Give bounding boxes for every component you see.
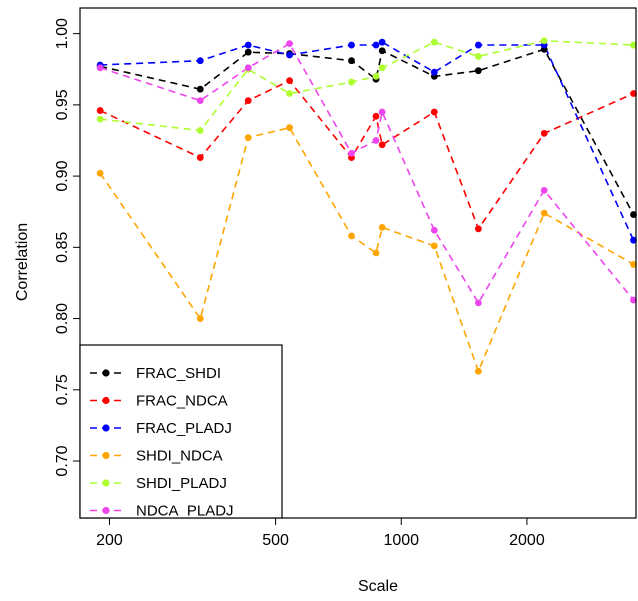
data-point [540, 209, 548, 217]
y-tick-label: 1.00 [54, 18, 71, 49]
legend-label: SHDI_NDCA [136, 448, 223, 465]
data-point [348, 78, 355, 86]
data-point [430, 108, 438, 116]
data-point [474, 41, 482, 49]
x-tick-label: 2000 [509, 532, 545, 549]
data-point [430, 68, 438, 76]
data-point [348, 149, 355, 157]
data-point [540, 37, 548, 45]
data-point [96, 169, 104, 177]
data-point [348, 57, 355, 65]
series-lines [99, 39, 635, 374]
data-point [630, 41, 637, 49]
legend-label: SHDI_PLADJ [136, 475, 227, 492]
y-tick-label: 0.90 [54, 160, 71, 191]
data-point [630, 261, 637, 268]
data-point [196, 315, 204, 322]
data-point [244, 41, 252, 49]
data-point [372, 137, 380, 144]
data-point [630, 296, 637, 304]
x-tick-label: 200 [96, 532, 123, 549]
data-point [630, 211, 637, 218]
data-point [196, 57, 204, 65]
data-point [196, 154, 204, 161]
x-tick-label: 1000 [383, 532, 419, 549]
data-point [348, 41, 355, 49]
data-point [244, 134, 252, 142]
data-point [244, 97, 252, 104]
data-point [474, 67, 482, 75]
x-tick-label: 500 [262, 532, 289, 549]
legend-label: FRAC_NDCA [136, 393, 228, 410]
data-point [196, 85, 204, 93]
data-point [286, 77, 293, 85]
data-point [474, 367, 482, 375]
series-line [99, 79, 634, 231]
data-point [430, 242, 438, 250]
data-point [430, 38, 438, 46]
data-point [286, 90, 293, 97]
data-point [540, 129, 548, 137]
x-axis: 200 500 1000 2000 [96, 518, 545, 549]
data-point [378, 223, 386, 231]
data-point [474, 225, 482, 233]
data-point [372, 112, 380, 120]
series-line [100, 39, 634, 132]
data-point [286, 124, 293, 132]
data-point [630, 236, 637, 244]
data-point [378, 47, 386, 55]
legend-marker [102, 396, 110, 405]
data-point [474, 53, 482, 60]
series-points [96, 37, 637, 375]
data-point [372, 249, 380, 257]
data-point [96, 64, 104, 72]
legend-marker [102, 479, 110, 487]
data-point [196, 127, 204, 134]
data-point [196, 97, 204, 104]
data-point [378, 38, 386, 46]
data-point [348, 232, 355, 240]
legend-label: FRAC_SHDI [136, 365, 221, 382]
y-axis-title: Correlation [14, 223, 31, 301]
y-tick-label: 0.75 [54, 374, 71, 405]
legend-marker [102, 369, 110, 377]
series-line [100, 48, 635, 215]
data-point [378, 108, 386, 116]
x-axis-title: Scale [358, 578, 398, 595]
data-point [244, 48, 252, 56]
legend-label: FRAC_PLADJ [136, 420, 232, 437]
legend: FRAC_SHDI FRAC_NDCA FRAC_PLADJ SHDI_NDCA SHD… [79, 344, 283, 520]
legend-marker [102, 506, 110, 515]
series-line [99, 42, 635, 305]
plot-frame [79, 7, 637, 519]
y-tick-label: 0.80 [54, 303, 71, 334]
legend-box [79, 344, 283, 519]
data-point [430, 226, 438, 234]
data-point [540, 186, 548, 194]
legend-marker [102, 451, 110, 460]
legend-label: NDCA_PLADJ [136, 503, 234, 520]
data-point [286, 40, 293, 48]
data-point [244, 64, 252, 72]
data-point [96, 115, 104, 123]
data-point [630, 90, 637, 97]
series-line [100, 41, 635, 241]
y-tick-label: 0.70 [54, 445, 71, 476]
data-point [372, 72, 380, 80]
y-tick-label: 0.85 [54, 232, 71, 263]
y-axis: 0.70 0.75 0.80 0.85 0.90 0.95 1.00 [54, 18, 80, 477]
data-point [378, 64, 386, 72]
data-point [474, 299, 482, 307]
y-tick-label: 0.95 [54, 89, 71, 120]
data-point [96, 107, 104, 114]
legend-marker [102, 424, 110, 432]
data-point [378, 141, 386, 149]
series-line [99, 126, 634, 374]
data-point [286, 51, 293, 59]
data-point [372, 41, 380, 49]
